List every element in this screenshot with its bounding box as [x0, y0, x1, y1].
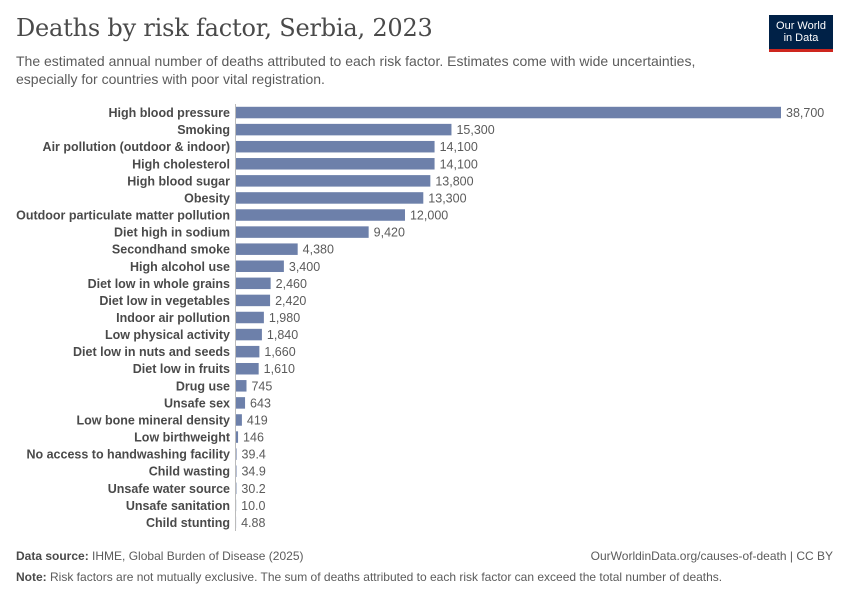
- value-label: 10.0: [241, 499, 265, 513]
- category-label: High blood sugar: [127, 174, 230, 188]
- bar[interactable]: [236, 158, 435, 170]
- value-label: 3,400: [289, 260, 320, 274]
- logo-line-1: Our World: [776, 20, 826, 32]
- category-label: High blood pressure: [108, 106, 230, 120]
- bar[interactable]: [236, 260, 284, 273]
- data-source-text[interactable]: IHME, Global Burden of Disease (2025): [92, 549, 304, 563]
- category-label: Smoking: [177, 123, 230, 137]
- category-label: Diet low in fruits: [133, 362, 230, 376]
- value-label: 146: [243, 431, 264, 445]
- value-label: 30.2: [241, 482, 265, 496]
- bar[interactable]: [236, 294, 271, 307]
- bar[interactable]: [236, 175, 431, 187]
- value-label: 2,420: [275, 294, 306, 308]
- bar[interactable]: [236, 209, 405, 221]
- value-label: 1,660: [264, 345, 295, 359]
- value-label: 419: [247, 413, 268, 427]
- bar[interactable]: [236, 140, 435, 153]
- category-label: Drug use: [176, 379, 230, 393]
- value-label: 34.9: [241, 465, 265, 479]
- category-label: Low physical activity: [105, 328, 230, 342]
- value-label: 9,420: [374, 226, 405, 240]
- bar[interactable]: [236, 106, 781, 119]
- category-label: Unsafe water source: [108, 482, 230, 496]
- category-label: Unsafe sex: [164, 396, 230, 410]
- category-label: Low birthweight: [134, 431, 231, 445]
- category-label: Indoor air pollution: [116, 311, 230, 325]
- category-label: Child wasting: [149, 465, 230, 479]
- chart-note: Note: Risk factors are not mutually excl…: [16, 570, 722, 584]
- bar[interactable]: [236, 277, 271, 290]
- bar[interactable]: [236, 431, 239, 443]
- category-label: Secondhand smoke: [112, 243, 230, 257]
- category-label: Diet low in vegetables: [99, 294, 230, 308]
- bar[interactable]: [236, 345, 260, 358]
- value-label: 13,800: [435, 174, 473, 188]
- value-label: 1,840: [267, 328, 298, 342]
- bar-chart: High blood pressure 38,700 Smoking 15,300 Ai…: [16, 104, 824, 531]
- category-label: Low bone mineral density: [77, 413, 231, 427]
- value-label: 15,300: [456, 123, 494, 137]
- category-label: High cholesterol: [132, 157, 230, 171]
- credit-link[interactable]: OurWorldinData.org/causes-of-death | CC …: [590, 549, 833, 563]
- value-label: 14,100: [440, 157, 478, 171]
- chart-title: Deaths by risk factor, Serbia, 2023: [16, 14, 433, 42]
- value-label: 12,000: [410, 209, 448, 223]
- value-label: 1,980: [269, 311, 300, 325]
- bar[interactable]: [236, 311, 264, 324]
- value-label: 39.4: [242, 448, 266, 462]
- value-label: 14,100: [440, 140, 478, 154]
- value-label: 2,460: [276, 277, 307, 291]
- value-label: 38,700: [786, 106, 824, 120]
- bar[interactable]: [236, 414, 242, 426]
- bar[interactable]: [236, 226, 369, 238]
- bar[interactable]: [236, 362, 259, 375]
- category-label: Obesity: [184, 191, 230, 205]
- category-label: Outdoor particulate matter pollution: [16, 209, 230, 223]
- category-label: High alcohol use: [130, 260, 230, 274]
- data-source-label: Data source:: [16, 549, 89, 563]
- bar[interactable]: [236, 192, 424, 204]
- value-label: 13,300: [428, 191, 466, 205]
- bar[interactable]: [236, 123, 452, 136]
- bar[interactable]: [236, 243, 298, 255]
- note-text: Risk factors are not mutually exclusive.…: [50, 570, 723, 584]
- value-label: 745: [251, 379, 272, 393]
- category-label: Child stunting: [146, 516, 230, 530]
- category-label: Diet low in whole grains: [88, 277, 230, 291]
- value-label: 1,610: [264, 362, 295, 376]
- bar[interactable]: [236, 397, 246, 409]
- note-label: Note:: [16, 570, 47, 584]
- category-label: Diet low in nuts and seeds: [73, 345, 230, 359]
- value-label: 4,380: [303, 243, 334, 257]
- owid-logo[interactable]: Our World in Data: [769, 15, 833, 52]
- bar[interactable]: [236, 328, 262, 341]
- category-label: Diet high in sodium: [114, 226, 230, 240]
- value-label: 4.88: [241, 516, 265, 530]
- chart-subtitle: The estimated annual number of deaths at…: [16, 53, 696, 87]
- category-label: Air pollution (outdoor & indoor): [43, 140, 230, 154]
- category-label: No access to handwashing facility: [26, 448, 230, 462]
- value-label: 643: [250, 396, 271, 410]
- bar[interactable]: [236, 448, 237, 460]
- category-label: Unsafe sanitation: [126, 499, 230, 513]
- data-source: Data source: IHME, Global Burden of Dise…: [16, 549, 303, 563]
- logo-line-2: in Data: [783, 32, 819, 44]
- bar[interactable]: [236, 380, 247, 392]
